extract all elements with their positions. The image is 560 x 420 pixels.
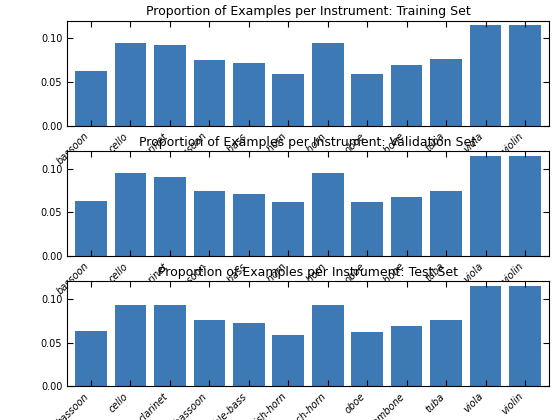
Bar <box>470 286 501 386</box>
Bar <box>233 194 264 256</box>
Bar <box>391 65 422 126</box>
Bar <box>154 45 185 126</box>
Bar <box>312 173 343 256</box>
Bar <box>470 155 501 256</box>
Bar <box>154 305 185 386</box>
Bar <box>470 25 501 126</box>
Bar <box>75 71 106 126</box>
Bar <box>154 178 185 256</box>
Bar <box>312 305 343 386</box>
Bar <box>194 60 225 126</box>
Bar <box>233 63 264 126</box>
Bar <box>510 286 541 386</box>
Bar <box>431 320 462 386</box>
Bar <box>312 43 343 126</box>
Bar <box>194 320 225 386</box>
Bar <box>75 201 106 256</box>
Bar <box>510 25 541 126</box>
Bar <box>510 155 541 256</box>
Bar <box>194 191 225 256</box>
Bar <box>233 323 264 386</box>
Bar <box>75 331 106 386</box>
Bar <box>115 173 146 256</box>
Bar <box>115 305 146 386</box>
Bar <box>391 197 422 256</box>
Bar <box>273 202 304 256</box>
Bar <box>273 74 304 126</box>
Title: Proportion of Examples per Instrument: Test Set: Proportion of Examples per Instrument: T… <box>158 266 458 279</box>
Bar <box>431 191 462 256</box>
Bar <box>115 43 146 126</box>
Title: Proportion of Examples per Instrument: Validation Set: Proportion of Examples per Instrument: V… <box>139 136 477 149</box>
Title: Proportion of Examples per Instrument: Training Set: Proportion of Examples per Instrument: T… <box>146 5 470 18</box>
Bar <box>431 59 462 126</box>
Bar <box>273 335 304 386</box>
Bar <box>352 74 383 126</box>
Bar <box>352 332 383 386</box>
Bar <box>391 326 422 386</box>
Bar <box>352 202 383 256</box>
